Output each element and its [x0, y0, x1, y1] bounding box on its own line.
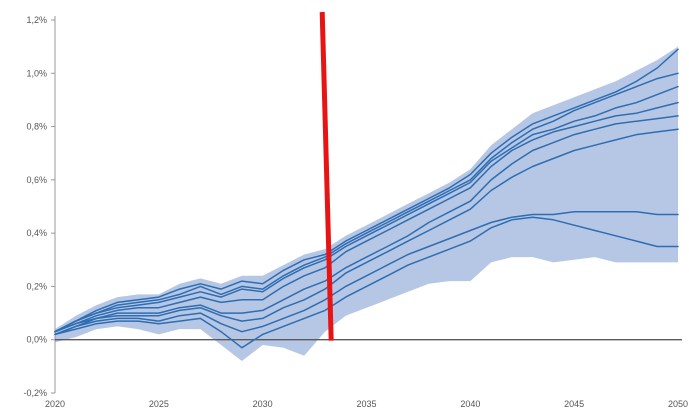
series-line-7	[54, 211, 679, 336]
x-tick-label: 2030	[253, 399, 273, 409]
series-line-3	[54, 85, 679, 333]
series-line-8	[54, 216, 679, 349]
x-tick-label: 2025	[149, 399, 169, 409]
y-tick-label: 0,4%	[26, 228, 47, 238]
x-tick-label: 2020	[45, 399, 65, 409]
y-tick-label: 0,6%	[26, 175, 47, 185]
range-band-layer	[55, 46, 678, 361]
series-line-4	[54, 101, 679, 333]
y-tick-label: 1,2%	[26, 15, 47, 25]
series-line-5	[54, 115, 679, 333]
x-tick-label: 2035	[356, 399, 376, 409]
y-tick-label: 0,2%	[26, 281, 47, 291]
series-line-1	[54, 48, 679, 333]
range-band	[55, 46, 678, 361]
y-tick-label: 0,0%	[26, 335, 47, 345]
series-layer	[54, 48, 679, 349]
series-line-2	[54, 72, 679, 333]
tick-labels: -0,2% 0,0% 0,2% 0,4% 0,6% 0,8% 1,0% 1,2% 2020 202…	[23, 15, 688, 409]
x-tick-label: 2045	[564, 399, 584, 409]
vertical-marker-layer	[319, 11, 334, 341]
x-tick-label: 2040	[460, 399, 480, 409]
y-tick-label: 1,0%	[26, 68, 47, 78]
vertical-marker-line	[319, 11, 334, 341]
y-tick-label: -0,2%	[23, 388, 47, 398]
series-line-6	[54, 128, 679, 336]
y-tick-label: 0,8%	[26, 122, 47, 132]
x-tick-label: 2050	[668, 399, 688, 409]
axes	[51, 16, 682, 394]
